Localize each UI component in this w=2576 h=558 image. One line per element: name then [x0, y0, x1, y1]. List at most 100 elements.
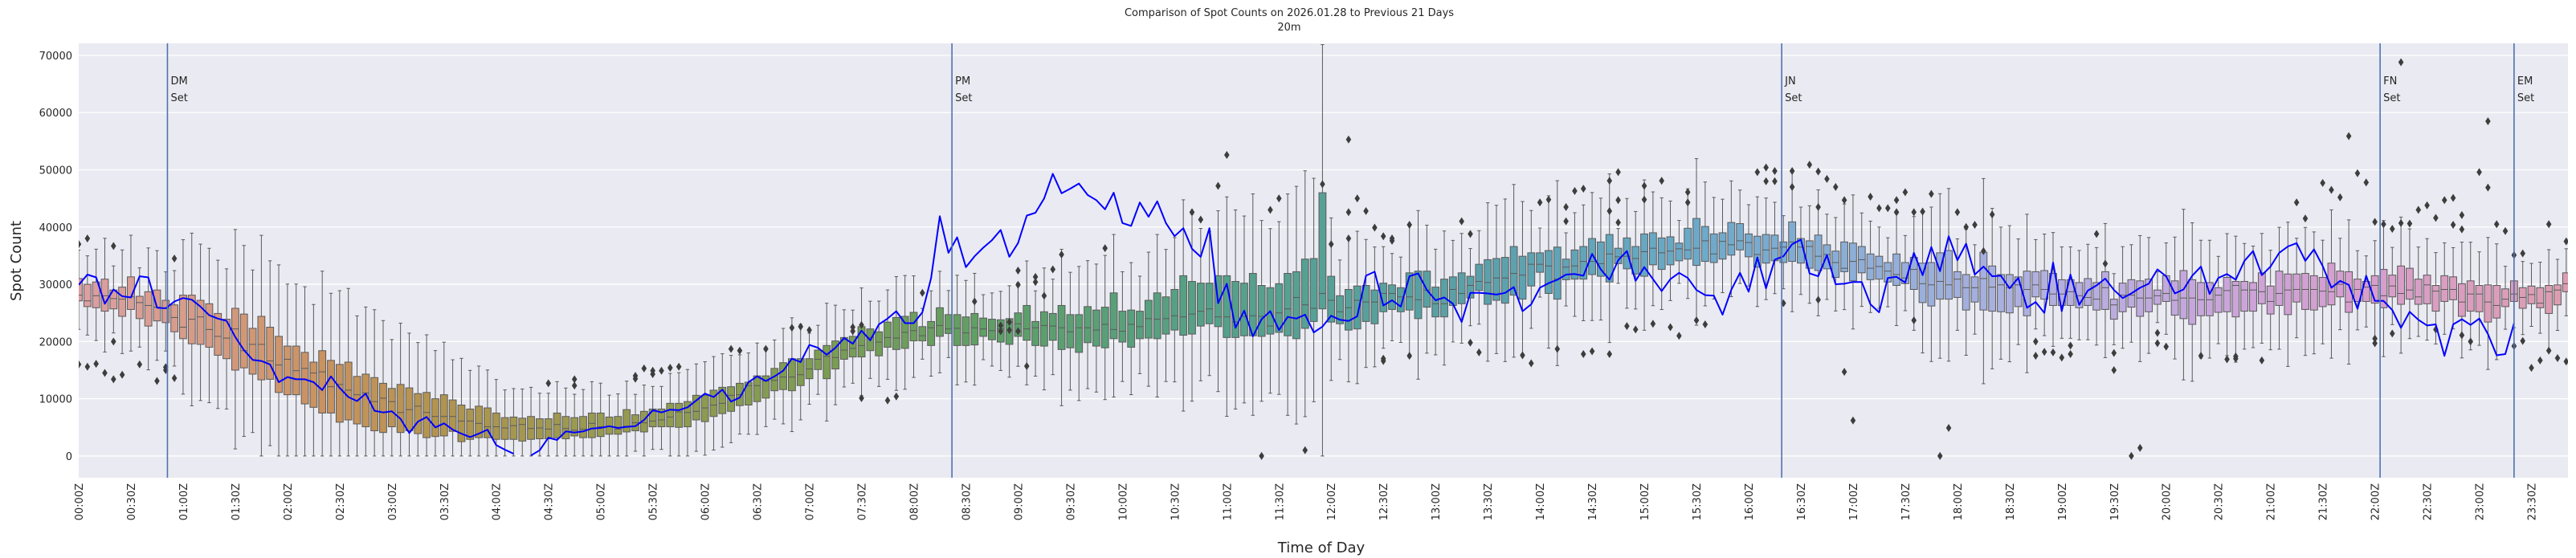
box-iqr [492, 412, 500, 440]
box [387, 339, 396, 457]
box-iqr [1684, 227, 1692, 260]
box [170, 270, 179, 367]
box-iqr [1718, 232, 1727, 260]
x-tick-label: 10:00Z [1117, 483, 1129, 520]
box-iqr [527, 416, 535, 440]
box-iqr [396, 384, 405, 434]
box-iqr [1127, 309, 1136, 348]
box [884, 289, 892, 380]
outlier-marker [79, 240, 82, 249]
box-iqr [1988, 265, 1997, 312]
box [1570, 212, 1579, 317]
box-iqr [118, 287, 127, 317]
box-iqr [1144, 299, 1153, 339]
outlier-marker [2111, 348, 2117, 357]
outlier-marker [1989, 210, 1995, 219]
box-iqr [361, 373, 370, 428]
box-iqr [1648, 232, 1657, 266]
box-iqr [1396, 287, 1405, 312]
box-iqr [457, 404, 466, 442]
box [1361, 238, 1370, 369]
box [1300, 170, 1309, 417]
x-tick-label: 16:30Z [1796, 483, 1808, 520]
box-iqr [2205, 282, 2214, 316]
box-iqr [2240, 281, 2249, 312]
box-iqr [1892, 253, 1900, 287]
box-iqr [1579, 246, 1588, 280]
box-iqr [275, 336, 283, 393]
outlier-marker [806, 326, 812, 335]
box-iqr [1657, 237, 1666, 271]
box-iqr [509, 416, 518, 440]
outlier-marker [2433, 214, 2439, 222]
outlier-marker [1059, 250, 1064, 259]
box [561, 387, 570, 457]
box-iqr [918, 326, 927, 342]
box [579, 389, 587, 457]
outlier-marker [1606, 206, 1613, 215]
outlier-marker [102, 369, 108, 377]
box [1388, 253, 1396, 342]
box [2545, 249, 2554, 350]
box-iqr [1527, 252, 1536, 287]
x-tick-label: 18:30Z [2005, 483, 2017, 520]
box-iqr [2231, 281, 2240, 318]
box-iqr [1170, 288, 1179, 331]
box-iqr [2136, 280, 2145, 317]
box-iqr [1709, 233, 1718, 263]
outlier-marker [2563, 237, 2568, 246]
box [1414, 210, 1423, 380]
box-iqr [2545, 285, 2554, 314]
box [727, 355, 736, 443]
box [2145, 237, 2153, 354]
outlier-marker [1676, 332, 1682, 340]
box [1075, 266, 1084, 401]
outlier-marker [1763, 177, 1769, 185]
box-iqr [700, 394, 709, 422]
outlier-marker [111, 242, 116, 250]
outlier-marker [2233, 354, 2239, 363]
x-tick-label: 22:00Z [2370, 483, 2382, 520]
box [1318, 44, 1327, 457]
box-iqr [727, 386, 736, 412]
box-iqr [970, 312, 979, 346]
outlier-marker [111, 375, 116, 384]
outlier-marker [2520, 249, 2525, 258]
box-iqr [83, 283, 92, 308]
box-iqr [2301, 273, 2309, 310]
box [1849, 194, 1857, 330]
box [2249, 246, 2257, 348]
outlier-marker [1354, 194, 1361, 203]
box [1684, 188, 1692, 299]
box [344, 287, 353, 457]
box-iqr [831, 340, 839, 370]
outlier-marker [2320, 178, 2325, 187]
outlier-marker [1563, 217, 1569, 226]
box [361, 306, 370, 457]
box-iqr [1814, 234, 1823, 271]
box [2554, 259, 2562, 332]
box-iqr [2397, 265, 2406, 305]
box [648, 385, 657, 450]
box-iqr [1040, 311, 1048, 347]
outlier-marker [1659, 177, 1665, 185]
x-tick-label: 13:30Z [1483, 483, 1495, 520]
x-tick-label: 03:30Z [439, 483, 451, 520]
outlier-marker [1345, 208, 1352, 217]
box-iqr [2214, 287, 2223, 313]
box-iqr [179, 295, 187, 340]
outlier-marker [2363, 178, 2370, 187]
set-label-line2: Set [2383, 92, 2400, 104]
outlier-marker [1815, 167, 1821, 176]
box-iqr [2170, 280, 2179, 316]
box-iqr [161, 299, 170, 324]
x-tick-label: 23:30Z [2527, 483, 2539, 520]
box-iqr [1248, 273, 1257, 336]
box-iqr [1014, 312, 1023, 337]
outlier-marker [1015, 266, 1021, 275]
box [805, 332, 814, 405]
outlier-marker [1189, 208, 1195, 217]
box-iqr [1075, 314, 1084, 353]
box-iqr [1318, 192, 1327, 310]
box-iqr [2440, 275, 2449, 302]
